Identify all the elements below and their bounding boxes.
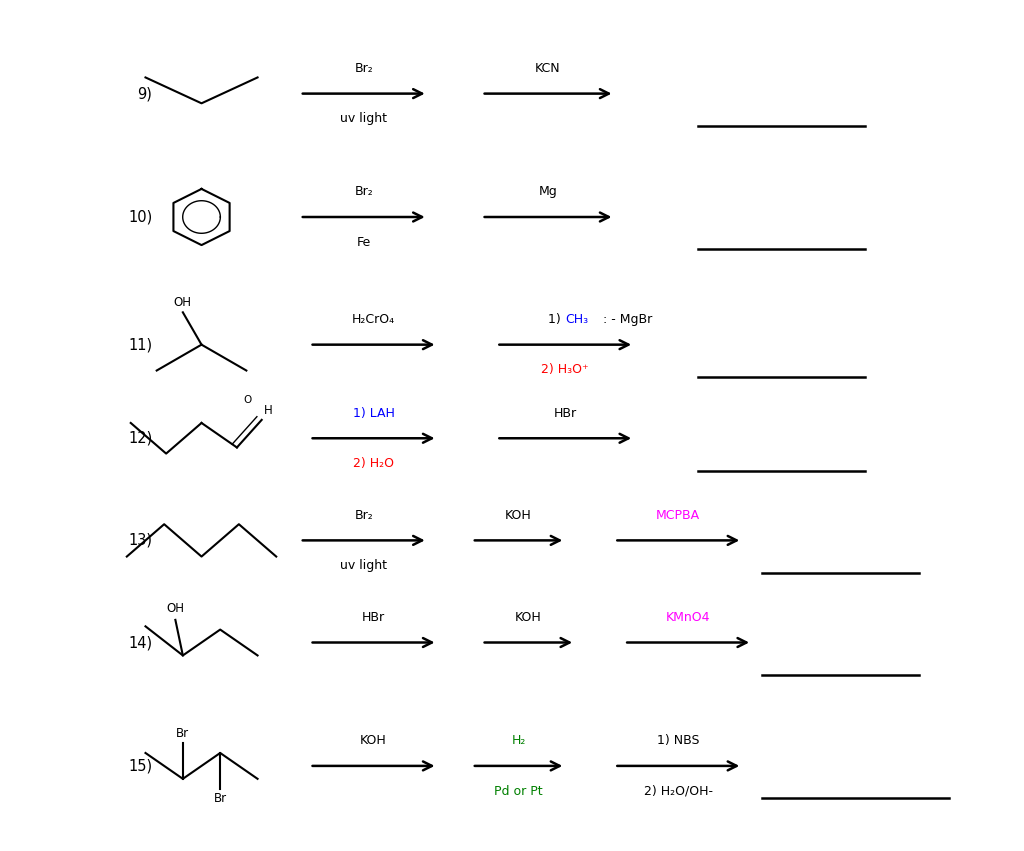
Text: H₂: H₂ xyxy=(511,734,525,747)
Text: KOH: KOH xyxy=(505,509,531,522)
Text: 14): 14) xyxy=(128,635,153,650)
Text: Br₂: Br₂ xyxy=(354,186,373,198)
Text: H₂CrO₄: H₂CrO₄ xyxy=(352,313,395,326)
Text: Br: Br xyxy=(214,791,226,805)
Text: CH₃: CH₃ xyxy=(565,313,589,326)
Text: 13): 13) xyxy=(128,533,153,548)
Text: : - MgBr: : - MgBr xyxy=(602,313,652,326)
Text: 11): 11) xyxy=(128,337,153,352)
Text: 1): 1) xyxy=(549,313,565,326)
Text: HBr: HBr xyxy=(554,407,577,420)
Text: Br: Br xyxy=(176,727,189,740)
Text: KMnO4: KMnO4 xyxy=(666,611,711,624)
Text: 10): 10) xyxy=(128,209,153,225)
Text: uv light: uv light xyxy=(340,559,387,572)
Text: KOH: KOH xyxy=(515,611,542,624)
Text: 1) LAH: 1) LAH xyxy=(352,407,394,420)
Text: KOH: KOH xyxy=(360,734,387,747)
Text: 15): 15) xyxy=(128,758,153,774)
Text: OH: OH xyxy=(166,602,184,615)
Text: Br₂: Br₂ xyxy=(354,509,373,522)
Text: HBr: HBr xyxy=(362,611,385,624)
Text: 1) NBS: 1) NBS xyxy=(657,734,699,747)
Text: 2) H₂O/OH-: 2) H₂O/OH- xyxy=(644,785,713,797)
Text: 2) H₃O⁺: 2) H₃O⁺ xyxy=(542,363,589,376)
Text: MCPBA: MCPBA xyxy=(656,509,700,522)
Text: Br₂: Br₂ xyxy=(354,62,373,75)
Text: Fe: Fe xyxy=(356,236,371,248)
Text: H: H xyxy=(263,404,272,417)
Text: 12): 12) xyxy=(128,431,153,446)
Text: 2) H₂O: 2) H₂O xyxy=(353,457,394,470)
Text: O: O xyxy=(244,395,252,404)
Text: Mg: Mg xyxy=(539,186,557,198)
Text: OH: OH xyxy=(174,296,191,309)
Text: 9): 9) xyxy=(137,86,153,101)
Text: uv light: uv light xyxy=(340,112,387,125)
Text: KCN: KCN xyxy=(536,62,561,75)
Text: Pd or Pt: Pd or Pt xyxy=(495,785,543,797)
